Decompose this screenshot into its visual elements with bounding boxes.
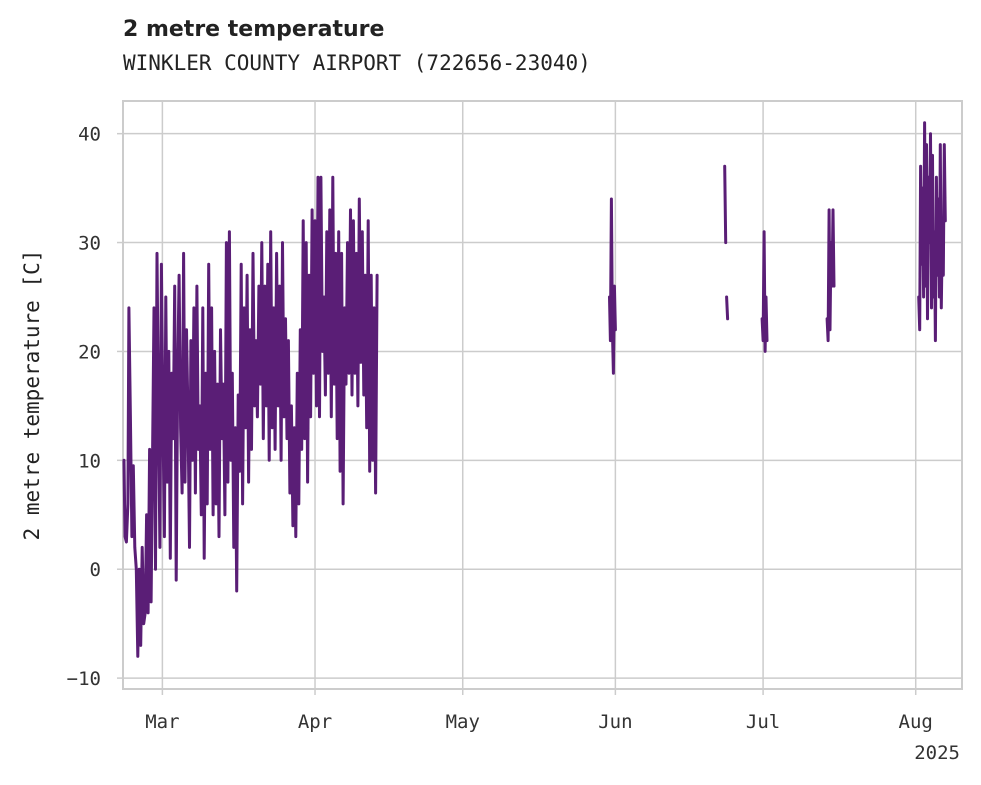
series-line-segment [760,230,769,353]
x-tick-label: Mar [145,711,179,733]
y-axis-label: 2 metre temperature [C] [20,250,44,541]
chart-subtitle: WINKLER COUNTY AIRPORT (722656-23040) [123,51,591,75]
series-line-segment [917,121,947,343]
y-tick-label: 40 [78,124,101,146]
series-line-segment [825,208,836,343]
year-label: 2025 [914,742,960,764]
chart-title: 2 metre temperature [123,17,385,42]
y-tick-label: 20 [78,341,101,363]
x-tick-label: May [446,711,480,733]
series-group [122,121,947,658]
x-tick-label: Apr [298,711,332,733]
x-tick-label: Jul [746,711,780,733]
y-tick-label: 30 [78,233,101,255]
y-axis-ticks: −10 0 10 20 30 40 [67,124,101,690]
plot-frame [122,100,963,690]
series-line-segment [725,295,730,321]
series-line-segment [608,197,617,375]
series-line-segment [723,164,728,245]
x-tick-label: Jun [598,711,632,733]
y-tick-label: 10 [78,450,101,472]
series-line-segment [122,175,379,658]
x-tick-label: Aug [899,711,933,733]
y-tick-label: 0 [90,559,101,581]
x-axis-ticks: Mar Apr May Jun Jul Aug [145,711,933,733]
y-tick-label: −10 [67,668,101,690]
